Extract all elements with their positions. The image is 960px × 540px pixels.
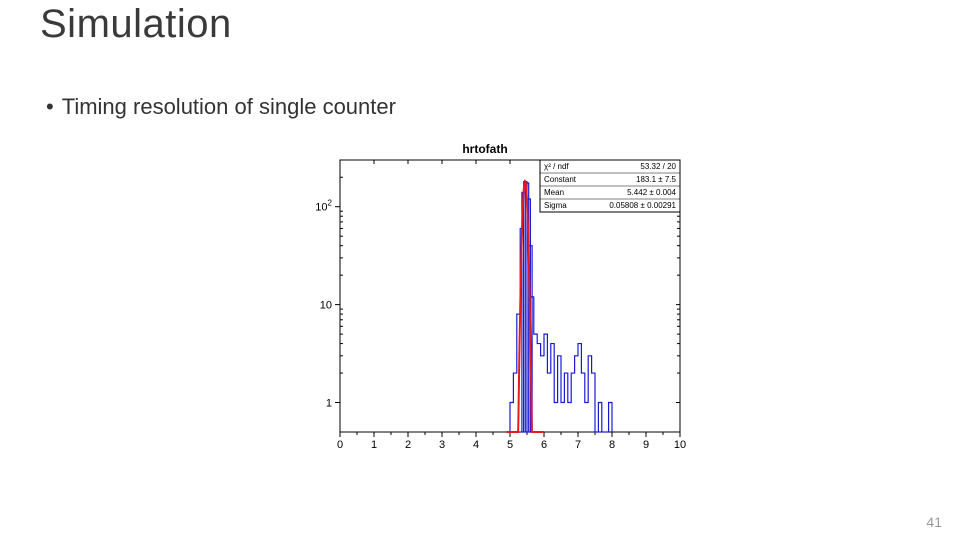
svg-text:4: 4 <box>473 439 479 451</box>
svg-text:6: 6 <box>541 439 547 451</box>
svg-text:3: 3 <box>439 439 445 451</box>
svg-text:53.32 / 20: 53.32 / 20 <box>640 162 676 171</box>
svg-text:7: 7 <box>575 439 581 451</box>
svg-text:5.442 ± 0.004: 5.442 ± 0.004 <box>627 188 676 197</box>
svg-text:1: 1 <box>326 398 332 410</box>
svg-text:102: 102 <box>315 199 332 214</box>
bullet-item: • Timing resolution of single counter <box>46 94 396 120</box>
chart-container: hrtofath 0 1 2 3 4 5 6 7 8 9 10 1 10 102 χ² / ndf 53.32… <box>280 142 690 454</box>
svg-text:χ² / ndf: χ² / ndf <box>544 162 569 171</box>
svg-text:8: 8 <box>609 439 615 451</box>
svg-text:0: 0 <box>337 439 343 451</box>
svg-text:Mean: Mean <box>544 188 564 197</box>
svg-text:183.1 ± 7.5: 183.1 ± 7.5 <box>636 175 677 184</box>
svg-text:10: 10 <box>674 439 686 451</box>
chart-svg: 0 1 2 3 4 5 6 7 8 9 10 1 10 102 χ² / ndf 53.32 / 20 Cons… <box>280 142 690 454</box>
slide-title: Simulation <box>40 2 232 47</box>
bullet-text: Timing resolution of single counter <box>62 94 396 119</box>
svg-text:0.05808 ± 0.00291: 0.05808 ± 0.00291 <box>609 201 676 210</box>
bullet-marker: • <box>46 94 54 120</box>
page-number: 41 <box>926 514 942 530</box>
svg-text:Constant: Constant <box>544 175 577 184</box>
svg-text:Sigma: Sigma <box>544 201 567 210</box>
svg-text:5: 5 <box>507 439 513 451</box>
chart-title: hrtofath <box>280 142 690 156</box>
svg-text:9: 9 <box>643 439 649 451</box>
svg-text:10: 10 <box>320 300 332 312</box>
svg-text:2: 2 <box>405 439 411 451</box>
svg-text:1: 1 <box>371 439 377 451</box>
